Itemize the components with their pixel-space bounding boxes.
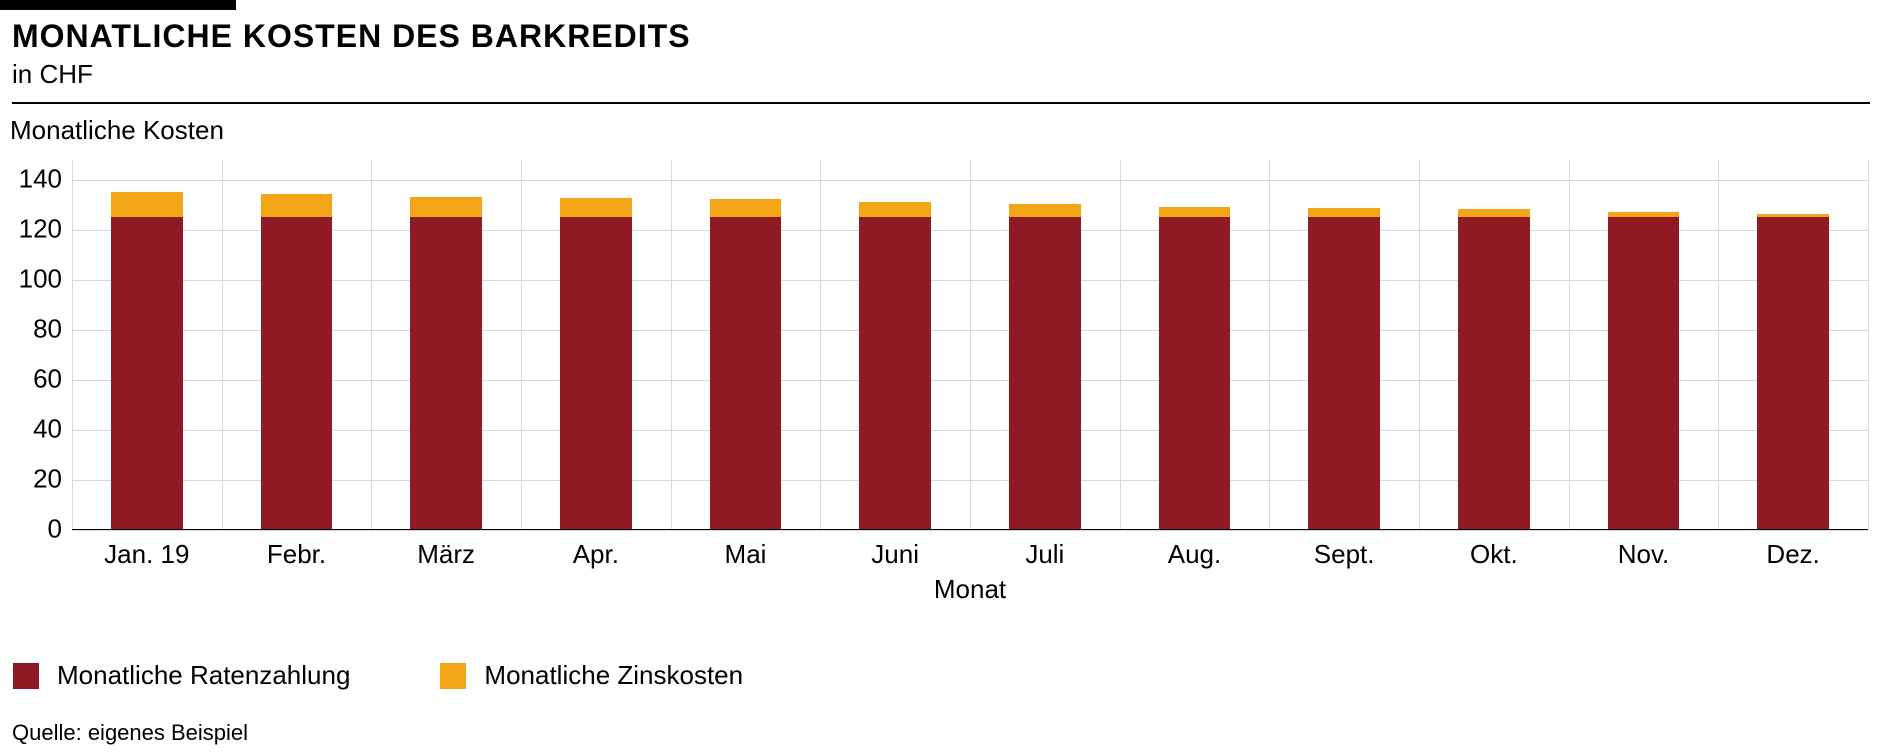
bar-segment [261, 217, 333, 530]
top-accent-bar [0, 0, 236, 10]
gridline-vertical [222, 160, 223, 529]
y-tick-label: 40 [33, 414, 62, 445]
y-tick-label: 100 [19, 264, 62, 295]
legend-swatch [13, 663, 39, 689]
bar-segment [1757, 217, 1829, 530]
gridline-vertical [1569, 160, 1570, 529]
x-tick-label: Nov. [1618, 539, 1670, 570]
bar-segment [261, 194, 333, 217]
chart-header: MONATLICHE KOSTEN DES BARKREDITS in CHF [12, 18, 1878, 90]
bar-stack [410, 197, 482, 530]
legend-item: Monatliche Zinskosten [440, 660, 743, 691]
y-tick-label: 140 [19, 164, 62, 195]
bar-stack [710, 199, 782, 529]
bar-segment [560, 198, 632, 217]
x-tick-label: Dez. [1766, 539, 1819, 570]
bar-segment [710, 199, 782, 217]
x-tick-label: Febr. [267, 539, 326, 570]
gridline-vertical [970, 160, 971, 529]
legend-swatch [440, 663, 466, 689]
legend-item: Monatliche Ratenzahlung [13, 660, 350, 691]
bar-segment [1308, 208, 1380, 217]
bar-segment [410, 217, 482, 530]
x-axis-title: Monat [934, 574, 1006, 605]
y-tick-label: 0 [48, 514, 62, 545]
gridline-vertical [1419, 160, 1420, 529]
y-tick-label: 80 [33, 314, 62, 345]
bar-segment [560, 217, 632, 530]
x-tick-label: Aug. [1168, 539, 1222, 570]
bar-segment [710, 217, 782, 530]
bar-segment [859, 202, 931, 217]
chart-title: MONATLICHE KOSTEN DES BARKREDITS [12, 18, 1878, 55]
x-tick-label: März [417, 539, 475, 570]
bar-segment [111, 217, 183, 530]
chart-plot-area: 020406080100120140Jan. 19Febr.MärzApr.Ma… [72, 160, 1868, 530]
gridline-vertical [1269, 160, 1270, 529]
chart-subtitle: in CHF [12, 59, 1878, 90]
bar-segment [1159, 207, 1231, 217]
legend-label: Monatliche Ratenzahlung [57, 660, 350, 691]
gridline-vertical [1120, 160, 1121, 529]
y-tick-label: 120 [19, 214, 62, 245]
bar-segment [859, 217, 931, 530]
bar-stack [1458, 209, 1530, 529]
bar-stack [560, 198, 632, 529]
bar-stack [1159, 207, 1231, 530]
bar-stack [261, 194, 333, 529]
x-tick-label: Mai [725, 539, 767, 570]
bar-segment [111, 192, 183, 217]
x-tick-label: Apr. [573, 539, 619, 570]
bar-segment [1009, 217, 1081, 530]
bar-stack [1757, 214, 1829, 529]
bar-segment [1458, 209, 1530, 217]
bar-segment [1009, 204, 1081, 217]
gridline-vertical [521, 160, 522, 529]
legend: Monatliche Ratenzahlung Monatliche Zinsko… [13, 660, 743, 691]
legend-label: Monatliche Zinskosten [484, 660, 743, 691]
x-tick-label: Juli [1025, 539, 1064, 570]
y-axis-title: Monatliche Kosten [10, 115, 224, 146]
gridline-vertical [1868, 160, 1869, 529]
gridline-vertical [671, 160, 672, 529]
x-tick-label: Jan. 19 [104, 539, 189, 570]
gridline-vertical [72, 160, 73, 529]
bar-stack [1009, 204, 1081, 529]
bar-segment [1308, 217, 1380, 530]
gridline-vertical [1718, 160, 1719, 529]
gridline-vertical [371, 160, 372, 529]
source-line: Quelle: eigenes Beispiel [12, 720, 248, 746]
plot-region: 020406080100120140Jan. 19Febr.MärzApr.Ma… [72, 160, 1868, 530]
gridline-horizontal [72, 530, 1868, 531]
x-tick-label: Sept. [1314, 539, 1375, 570]
bar-stack [1308, 208, 1380, 529]
bar-segment [1159, 217, 1231, 530]
title-rule [12, 102, 1870, 104]
x-tick-label: Juni [871, 539, 919, 570]
bar-segment [1458, 217, 1530, 530]
bar-stack [111, 192, 183, 530]
bar-stack [1608, 212, 1680, 530]
bar-segment [1608, 217, 1680, 530]
y-tick-label: 20 [33, 464, 62, 495]
bar-segment [410, 197, 482, 217]
gridline-vertical [820, 160, 821, 529]
x-tick-label: Okt. [1470, 539, 1518, 570]
y-tick-label: 60 [33, 364, 62, 395]
bar-stack [859, 202, 931, 530]
